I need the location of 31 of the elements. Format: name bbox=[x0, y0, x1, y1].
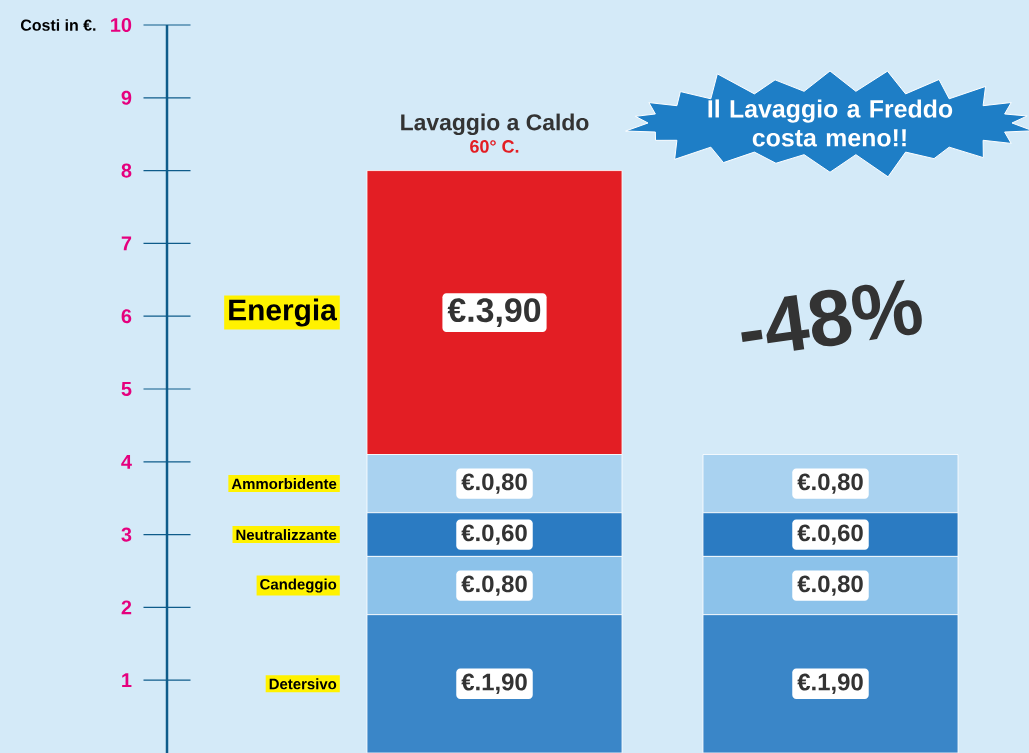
text: Neutralizzante bbox=[236, 529, 337, 541]
text: Ammorbidente bbox=[231, 478, 337, 490]
y-tick-label: 7 bbox=[121, 236, 132, 251]
y-tick-label: 9 bbox=[121, 90, 132, 105]
data-label: €.1,90 bbox=[797, 673, 863, 694]
y-tick-label: 8 bbox=[121, 163, 132, 178]
y-tick-label: 6 bbox=[121, 309, 132, 324]
data-label: €.0,60 bbox=[797, 524, 863, 545]
data-label: €.3,90 bbox=[447, 298, 541, 328]
bar bbox=[366, 614, 623, 753]
y-axis-title: Costi in €. bbox=[20, 19, 96, 31]
text: Detersivo bbox=[269, 678, 337, 690]
y-tick-label: 3 bbox=[121, 527, 132, 542]
data-label: €.0,80 bbox=[797, 473, 863, 494]
data-label: €.0,80 bbox=[461, 473, 527, 494]
data-label: €.0,60 bbox=[461, 524, 527, 545]
y-tick-label: 5 bbox=[121, 382, 132, 396]
y-tick-label: 4 bbox=[121, 454, 132, 469]
series-label: Energia bbox=[229, 298, 337, 327]
data-label: €.0,80 bbox=[461, 575, 527, 596]
bar bbox=[702, 614, 959, 753]
y-tick-label: 2 bbox=[121, 600, 132, 615]
annotation: 60° C. bbox=[470, 140, 519, 153]
annotation: Lavaggio a Caldo bbox=[401, 113, 589, 136]
data-label: €.0,80 bbox=[797, 575, 863, 596]
annotation: -48% bbox=[741, 279, 922, 351]
data-label: €.1,90 bbox=[461, 673, 527, 694]
annotation: Il Lavaggio a Freddo costa meno!! bbox=[708, 99, 953, 147]
y-tick-label: 1 bbox=[122, 673, 132, 688]
text: Candeggio bbox=[260, 578, 337, 593]
y-tick-label: 10 bbox=[111, 17, 132, 33]
